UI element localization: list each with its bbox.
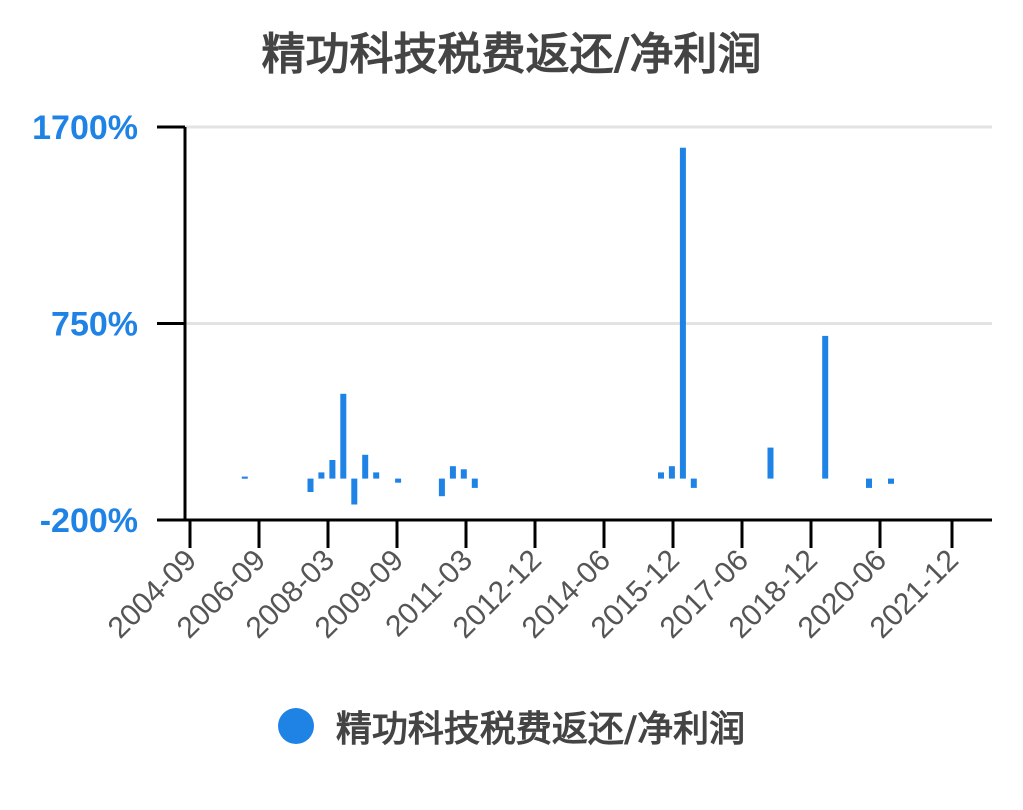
bar — [888, 478, 894, 484]
y-tick-label: 1700% — [32, 109, 138, 147]
bar — [340, 393, 347, 479]
bar — [395, 478, 402, 483]
chart-title: 精功科技税费返还/净利润 — [261, 29, 762, 80]
y-tick-labels: 1700% 750% -200% — [32, 109, 185, 540]
y-tick-label: 750% — [51, 306, 138, 344]
grid-lines — [185, 125, 992, 325]
bar — [658, 472, 664, 479]
bar — [241, 476, 248, 479]
y-tick-label: -200% — [40, 502, 138, 540]
x-tick-labels: 2004-092006-092008-032009-092011-032012-… — [102, 520, 965, 645]
bar — [668, 466, 675, 479]
bar — [471, 478, 478, 488]
bar — [362, 454, 369, 479]
bar — [690, 478, 697, 488]
bar-series — [241, 147, 894, 505]
bar — [767, 447, 774, 479]
bar — [822, 335, 829, 479]
bar — [679, 147, 686, 479]
bar — [351, 478, 358, 505]
legend-label: 精功科技税费返还/净利润 — [335, 709, 746, 750]
bar — [866, 478, 872, 488]
legend-swatch — [277, 708, 314, 744]
bar — [318, 472, 325, 479]
bar — [373, 472, 380, 479]
bar — [460, 469, 467, 479]
bar — [307, 478, 314, 492]
bar — [329, 460, 336, 479]
bar — [438, 478, 445, 497]
legend: 精功科技税费返还/净利润 — [0, 700, 1023, 752]
bar — [449, 466, 456, 479]
